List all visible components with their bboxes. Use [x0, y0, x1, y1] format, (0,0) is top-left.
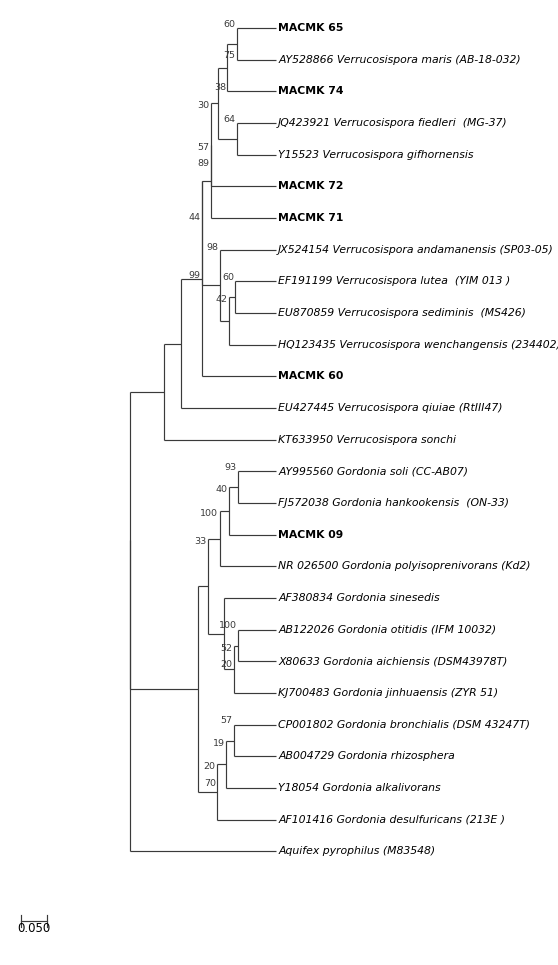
Text: MACMK 71: MACMK 71 — [278, 213, 344, 223]
Text: 98: 98 — [206, 243, 218, 252]
Text: MACMK 74: MACMK 74 — [278, 87, 344, 96]
Text: HQ123435 Verrucosispora wenchangensis (234402): HQ123435 Verrucosispora wenchangensis (2… — [278, 340, 558, 349]
Text: 42: 42 — [215, 295, 228, 304]
Text: AB004729 Gordonia rhizosphera: AB004729 Gordonia rhizosphera — [278, 752, 455, 761]
Text: MACMK 65: MACMK 65 — [278, 23, 344, 33]
Text: MACMK 60: MACMK 60 — [278, 372, 344, 381]
Text: 19: 19 — [213, 738, 225, 748]
Text: 60: 60 — [222, 273, 234, 282]
Text: 70: 70 — [204, 779, 216, 787]
Text: 52: 52 — [220, 644, 233, 652]
Text: 33: 33 — [194, 537, 206, 546]
Text: 57: 57 — [198, 143, 209, 152]
Text: MACMK 72: MACMK 72 — [278, 181, 344, 191]
Text: EF191199 Verrucosispora lutea  (YIM 013 ): EF191199 Verrucosispora lutea (YIM 013 ) — [278, 276, 511, 287]
Text: CP001802 Gordonia bronchialis (DSM 43247T): CP001802 Gordonia bronchialis (DSM 43247… — [278, 720, 530, 730]
Text: AF101416 Gordonia desulfuricans (213E ): AF101416 Gordonia desulfuricans (213E ) — [278, 814, 505, 825]
Text: 40: 40 — [215, 485, 228, 494]
Text: EU870859 Verrucosispora sediminis  (MS426): EU870859 Verrucosispora sediminis (MS426… — [278, 308, 526, 318]
Text: AF380834 Gordonia sinesedis: AF380834 Gordonia sinesedis — [278, 593, 440, 603]
Text: Aquifex pyrophilus (M83548): Aquifex pyrophilus (M83548) — [278, 846, 435, 856]
Text: 57: 57 — [220, 716, 233, 726]
Text: AY995560 Gordonia soli (CC-AB07): AY995560 Gordonia soli (CC-AB07) — [278, 466, 468, 477]
Text: AB122026 Gordonia otitidis (IFM 10032): AB122026 Gordonia otitidis (IFM 10032) — [278, 624, 496, 635]
Text: 64: 64 — [223, 115, 235, 124]
Text: 99: 99 — [188, 271, 200, 280]
Text: 20: 20 — [204, 762, 216, 771]
Text: X80633 Gordonia aichiensis (DSM43978T): X80633 Gordonia aichiensis (DSM43978T) — [278, 656, 508, 667]
Text: 89: 89 — [198, 159, 209, 168]
Text: 60: 60 — [223, 20, 235, 29]
Text: NR 026500 Gordonia polyisoprenivorans (Kd2): NR 026500 Gordonia polyisoprenivorans (K… — [278, 562, 531, 571]
Text: JX524154 Verrucosispora andamanensis (SP03-05): JX524154 Verrucosispora andamanensis (SP… — [278, 245, 554, 255]
Text: 100: 100 — [219, 621, 237, 630]
Text: EU427445 Verrucosispora qiuiae (RtIII47): EU427445 Verrucosispora qiuiae (RtIII47) — [278, 403, 503, 413]
Text: Y15523 Verrucosispora gifhornensis: Y15523 Verrucosispora gifhornensis — [278, 150, 474, 160]
Text: 38: 38 — [214, 83, 226, 92]
Text: 75: 75 — [223, 51, 235, 61]
Text: FJ572038 Gordonia hankookensis  (ON-33): FJ572038 Gordonia hankookensis (ON-33) — [278, 498, 509, 509]
Text: 30: 30 — [197, 101, 209, 110]
Text: 93: 93 — [224, 463, 237, 472]
Text: 0.050: 0.050 — [17, 923, 51, 935]
Text: JQ423921 Verrucosispora fiedleri  (MG-37): JQ423921 Verrucosispora fiedleri (MG-37) — [278, 118, 508, 128]
Text: KT633950 Verrucosispora sonchi: KT633950 Verrucosispora sonchi — [278, 435, 456, 445]
Text: 20: 20 — [220, 660, 233, 669]
Text: Y18054 Gordonia alkalivorans: Y18054 Gordonia alkalivorans — [278, 783, 441, 793]
Text: AY528866 Verrucosispora maris (AB-18-032): AY528866 Verrucosispora maris (AB-18-032… — [278, 55, 521, 65]
Text: KJ700483 Gordonia jinhuaensis (ZYR 51): KJ700483 Gordonia jinhuaensis (ZYR 51) — [278, 688, 498, 698]
Text: 44: 44 — [188, 213, 200, 222]
Text: 100: 100 — [200, 509, 218, 518]
Text: MACMK 09: MACMK 09 — [278, 530, 343, 539]
